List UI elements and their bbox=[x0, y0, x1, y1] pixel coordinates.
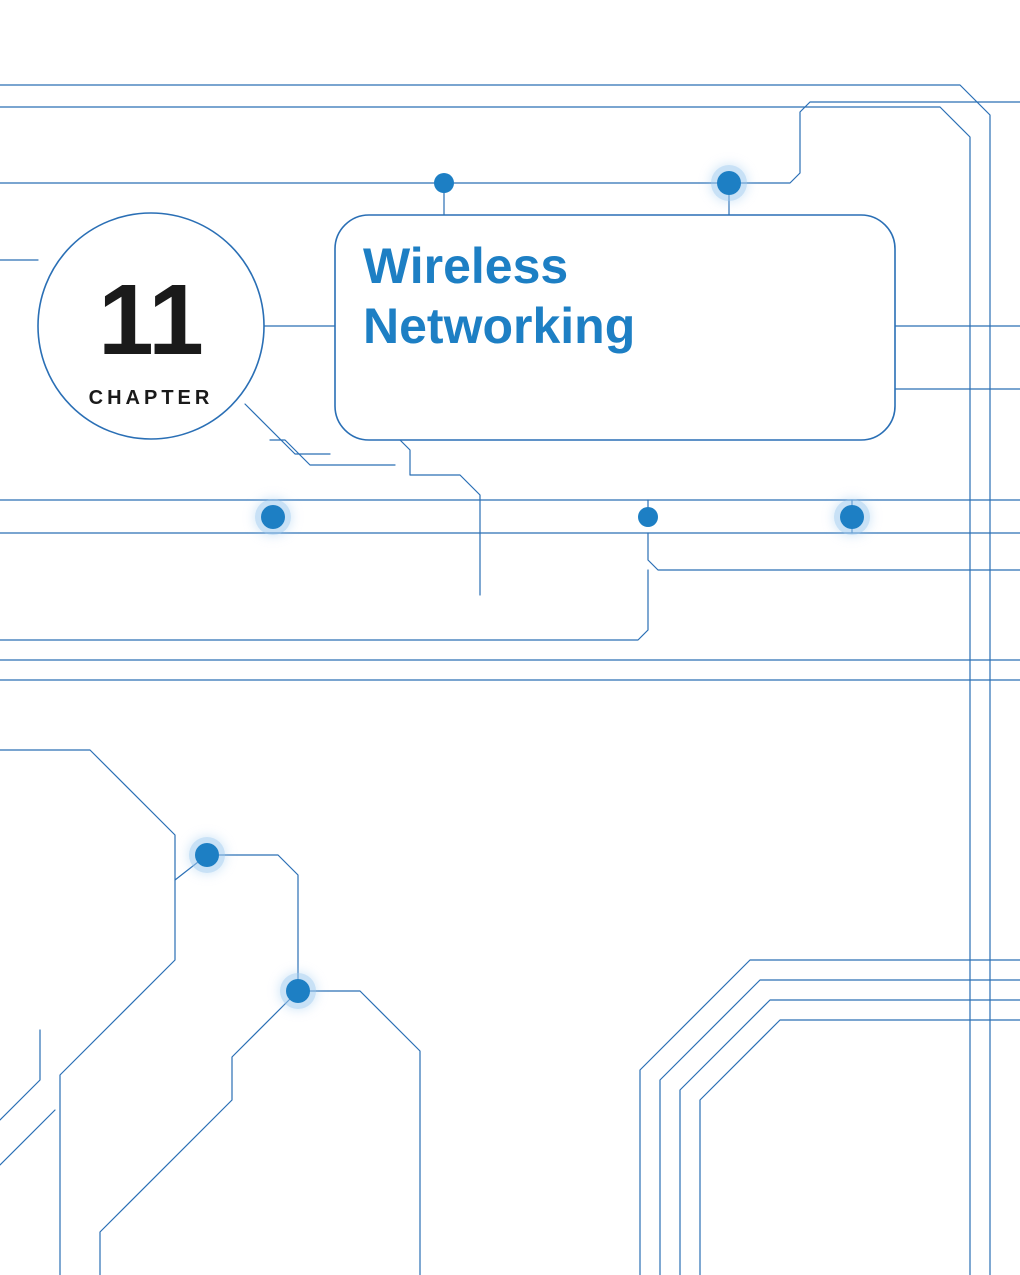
chapter-number: 11 bbox=[98, 264, 204, 376]
chapter-label: CHAPTER bbox=[89, 387, 214, 409]
page-title-line1: Wireless bbox=[363, 238, 568, 294]
page-title-line2: Networking bbox=[363, 298, 635, 354]
